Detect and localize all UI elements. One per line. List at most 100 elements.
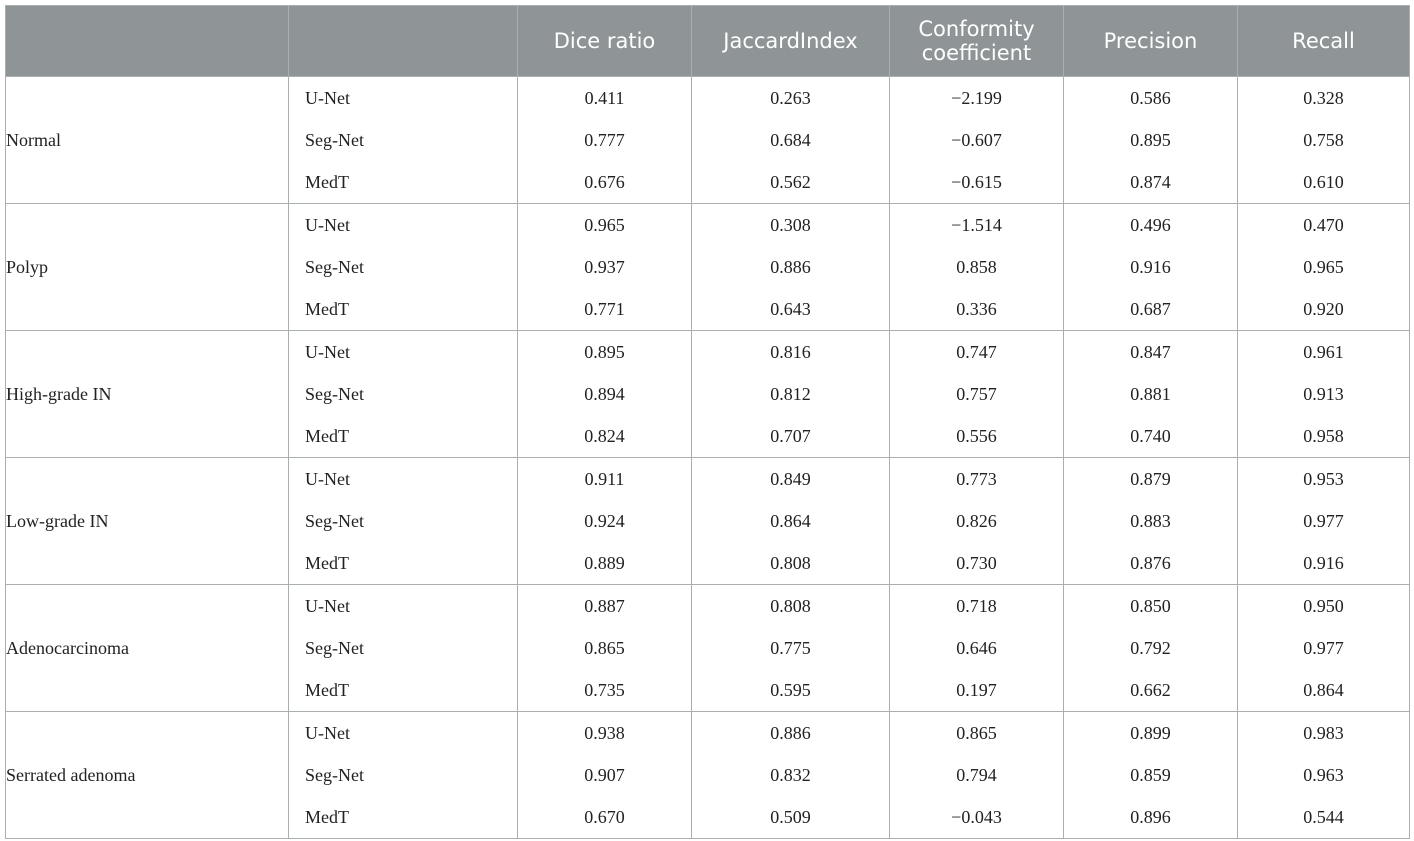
- model-name: Seg-Net: [305, 257, 364, 277]
- recall-value: 0.961: [1303, 342, 1344, 362]
- jaccard-index-value: 0.816: [770, 342, 811, 362]
- dice-ratio-value: 0.907: [584, 765, 625, 785]
- model-name: MedT: [305, 426, 349, 446]
- recall-value: 0.916: [1303, 553, 1344, 573]
- recall-value: 0.965: [1303, 257, 1344, 277]
- dice-ratio-value: 0.777: [584, 130, 625, 150]
- jaccard-index-value: 0.263: [770, 88, 811, 108]
- header-row: Dice ratio JaccardIndex Conformity coeff…: [5, 5, 1410, 77]
- jaccard-index-cell: 0.886 0.832 0.509: [691, 711, 890, 839]
- dice-ratio-value: 0.889: [584, 553, 625, 573]
- jaccard-index-value: 0.832: [770, 765, 811, 785]
- model-name: MedT: [305, 299, 349, 319]
- model-name: Seg-Net: [305, 130, 364, 150]
- model-name: MedT: [305, 680, 349, 700]
- conformity-coefficient-cell: 0.865 0.794 −0.043: [889, 711, 1064, 839]
- jaccard-index-cell: 0.808 0.775 0.595: [691, 584, 890, 712]
- precision-value: 0.496: [1130, 215, 1171, 235]
- recall-value: 0.544: [1303, 807, 1344, 827]
- recall-cell: 0.328 0.758 0.610: [1237, 76, 1410, 204]
- conformity-coefficient-cell: 0.747 0.757 0.556: [889, 330, 1064, 458]
- recall-value: 0.983: [1303, 723, 1344, 743]
- recall-cell: 0.961 0.913 0.958: [1237, 330, 1410, 458]
- header-precision: Precision: [1063, 5, 1238, 77]
- conformity-coefficient-cell: −1.514 0.858 0.336: [889, 203, 1064, 331]
- precision-value: 0.859: [1130, 765, 1171, 785]
- dice-ratio-cell: 0.938 0.907 0.670: [517, 711, 692, 839]
- category-cell: Normal: [5, 76, 289, 204]
- precision-value: 0.881: [1130, 384, 1171, 404]
- conformity-coefficient-value: 0.858: [956, 257, 997, 277]
- conformity-coefficient-value: 0.197: [956, 680, 997, 700]
- precision-value: 0.586: [1130, 88, 1171, 108]
- recall-cell: 0.470 0.965 0.920: [1237, 203, 1410, 331]
- dice-ratio-value: 0.824: [584, 426, 625, 446]
- conformity-coefficient-value: 0.794: [956, 765, 997, 785]
- recall-value: 0.758: [1303, 130, 1344, 150]
- category-cell: Polyp: [5, 203, 289, 331]
- model-cell: U-Net Seg-Net MedT: [288, 76, 518, 204]
- model-cell: U-Net Seg-Net MedT: [288, 711, 518, 839]
- precision-value: 0.879: [1130, 469, 1171, 489]
- conformity-coefficient-value: 0.556: [956, 426, 997, 446]
- jaccard-index-value: 0.864: [770, 511, 811, 531]
- conformity-coefficient-value: 0.646: [956, 638, 997, 658]
- table-row: Adenocarcinoma U-Net Seg-Net MedT 0.887 0.865…: [5, 584, 1410, 712]
- jaccard-index-value: 0.562: [770, 172, 811, 192]
- header-dice-ratio: Dice ratio: [517, 5, 692, 77]
- conformity-coefficient-value: 0.336: [956, 299, 997, 319]
- recall-cell: 0.983 0.963 0.544: [1237, 711, 1410, 839]
- precision-value: 0.792: [1130, 638, 1171, 658]
- jaccard-index-value: 0.595: [770, 680, 811, 700]
- precision-value: 0.847: [1130, 342, 1171, 362]
- recall-value: 0.864: [1303, 680, 1344, 700]
- recall-value: 0.610: [1303, 172, 1344, 192]
- header-model: [288, 5, 518, 77]
- recall-value: 0.977: [1303, 638, 1344, 658]
- model-cell: U-Net Seg-Net MedT: [288, 584, 518, 712]
- dice-ratio-value: 0.965: [584, 215, 625, 235]
- precision-cell: 0.850 0.792 0.662: [1063, 584, 1238, 712]
- category-cell: High-grade IN: [5, 330, 289, 458]
- dice-ratio-value: 0.895: [584, 342, 625, 362]
- table-row: High-grade IN U-Net Seg-Net MedT 0.895 0.894 0…: [5, 330, 1410, 458]
- model-name: MedT: [305, 172, 349, 192]
- conformity-coefficient-value: −0.615: [951, 172, 1002, 192]
- model-name: U-Net: [305, 723, 350, 743]
- recall-value: 0.920: [1303, 299, 1344, 319]
- category-cell: Low-grade IN: [5, 457, 289, 585]
- dice-ratio-cell: 0.887 0.865 0.735: [517, 584, 692, 712]
- model-cell: U-Net Seg-Net MedT: [288, 457, 518, 585]
- model-name: Seg-Net: [305, 384, 364, 404]
- jaccard-index-cell: 0.816 0.812 0.707: [691, 330, 890, 458]
- category-cell: Serrated adenoma: [5, 711, 289, 839]
- jaccard-index-value: 0.812: [770, 384, 811, 404]
- jaccard-index-value: 0.808: [770, 553, 811, 573]
- conformity-coefficient-value: 0.718: [956, 596, 997, 616]
- dice-ratio-value: 0.924: [584, 511, 625, 531]
- dice-ratio-cell: 0.895 0.894 0.824: [517, 330, 692, 458]
- header-conformity-coefficient: Conformity coefficient: [889, 5, 1064, 77]
- precision-cell: 0.847 0.881 0.740: [1063, 330, 1238, 458]
- header-recall: Recall: [1237, 5, 1410, 77]
- jaccard-index-value: 0.886: [770, 257, 811, 277]
- model-name: U-Net: [305, 469, 350, 489]
- jaccard-index-value: 0.808: [770, 596, 811, 616]
- precision-value: 0.874: [1130, 172, 1171, 192]
- table-body: Normal U-Net Seg-Net MedT 0.411 0.777 0.676 0.2…: [5, 76, 1410, 839]
- model-name: Seg-Net: [305, 511, 364, 531]
- recall-value: 0.953: [1303, 469, 1344, 489]
- conformity-coefficient-value: −2.199: [951, 88, 1002, 108]
- dice-ratio-value: 0.411: [584, 88, 625, 108]
- recall-value: 0.470: [1303, 215, 1344, 235]
- recall-value: 0.958: [1303, 426, 1344, 446]
- dice-ratio-value: 0.670: [584, 807, 625, 827]
- conformity-coefficient-value: 0.773: [956, 469, 997, 489]
- header-category: [5, 5, 289, 77]
- jaccard-index-value: 0.308: [770, 215, 811, 235]
- dice-ratio-value: 0.894: [584, 384, 625, 404]
- dice-ratio-value: 0.771: [584, 299, 625, 319]
- model-name: U-Net: [305, 215, 350, 235]
- conformity-coefficient-cell: 0.773 0.826 0.730: [889, 457, 1064, 585]
- precision-value: 0.883: [1130, 511, 1171, 531]
